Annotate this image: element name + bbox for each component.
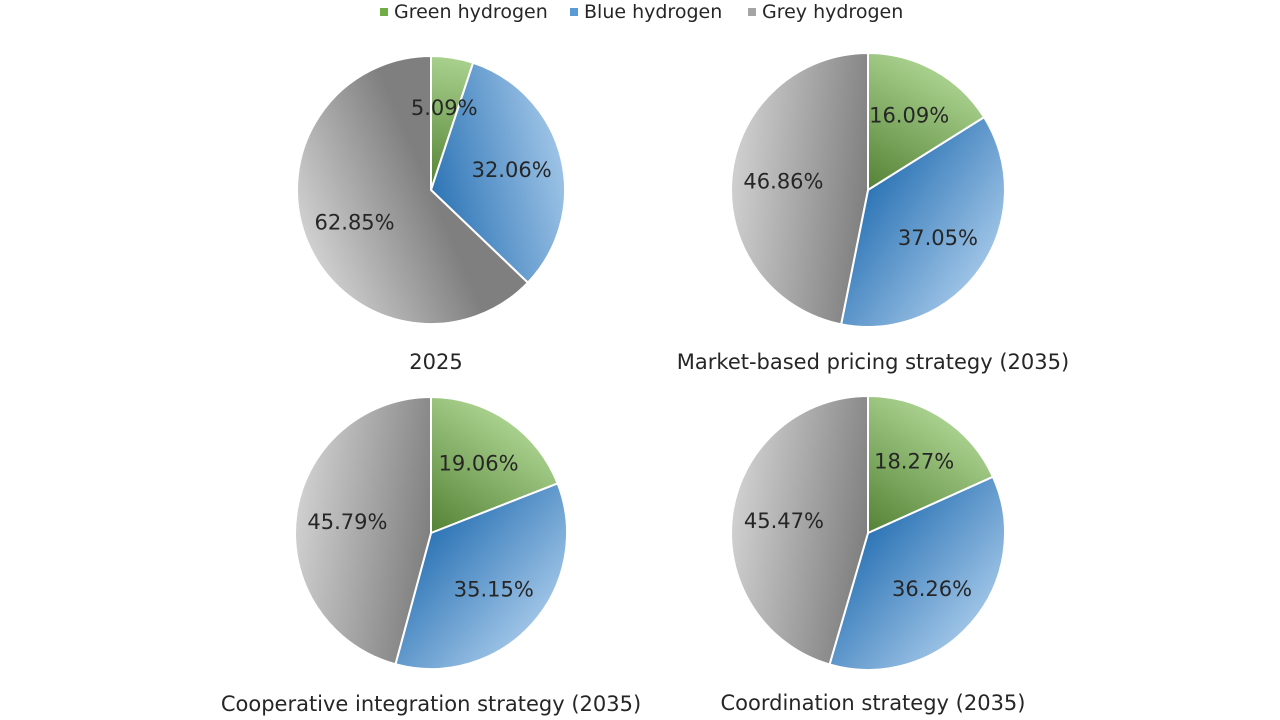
pie-slice-grey-hydrogen <box>294 395 432 666</box>
pie-slice-green-hydrogen <box>867 394 995 535</box>
pie-slice-blue-hydrogen <box>394 482 568 670</box>
chart-title-coordination: Coordination strategy (2035) <box>720 691 1026 715</box>
data-label-grey-hydrogen: 45.47% <box>744 509 824 533</box>
legend-swatch-green <box>380 8 388 16</box>
data-label-blue-hydrogen: 37.05% <box>898 226 978 250</box>
chart-legend: Green hydrogen Blue hydrogen Grey hydrog… <box>0 0 1280 26</box>
legend-item-green: Green hydrogen <box>380 0 548 24</box>
legend-item-blue: Blue hydrogen <box>570 0 722 24</box>
chart-title-2025: 2025 <box>409 350 463 374</box>
data-label-grey-hydrogen: 46.86% <box>743 170 823 194</box>
chart-title-market-based: Market-based pricing strategy (2035) <box>676 350 1070 374</box>
pie-slice-blue-hydrogen <box>839 115 1006 328</box>
pie-chart-market-based: 16.09% 37.05% 46.86% Market-based pricing … <box>677 51 1069 374</box>
pie-slice-blue-hydrogen <box>828 475 1006 671</box>
data-label-grey-hydrogen: 62.85% <box>315 211 395 235</box>
pie-chart-cooperative: 19.06% 35.15% 45.79% Cooperative integrati… <box>221 395 641 716</box>
legend-label-green: Green hydrogen <box>394 1 548 23</box>
legend-label-grey: Grey hydrogen <box>762 1 904 23</box>
data-label-green-hydrogen: 19.06% <box>438 451 518 475</box>
data-label-green-hydrogen: 18.27% <box>874 450 954 474</box>
legend-swatch-grey <box>748 8 756 16</box>
data-label-blue-hydrogen: 35.15% <box>454 577 534 601</box>
pie-chart-coordination-plot: 18.27% 36.26% 45.47% <box>730 394 1006 671</box>
legend-item-grey: Grey hydrogen <box>748 0 903 24</box>
pie-slice-blue-hydrogen <box>429 61 566 285</box>
data-label-blue-hydrogen: 32.06% <box>472 158 552 182</box>
pie-chart-2025: 5.09% 32.06% 62.85% 2025 <box>296 54 566 374</box>
data-label-blue-hydrogen: 36.26% <box>892 577 972 601</box>
pie-slice-green-hydrogen <box>867 51 986 192</box>
pie-slice-green-hydrogen <box>430 395 559 535</box>
chart-title-cooperative: Cooperative integration strategy (2035) <box>220 692 642 716</box>
data-label-green-hydrogen: 5.09% <box>411 96 478 120</box>
pie-chart-2025-plot: 5.09% 32.06% 62.85% <box>296 54 566 325</box>
pie-chart-coordination: 18.27% 36.26% 45.47% Coordination strategy… <box>721 394 1025 715</box>
pie-slice-grey-hydrogen <box>296 54 530 325</box>
pie-chart-market-based-plot: 16.09% 37.05% 46.86% <box>730 51 1006 328</box>
pie-chart-cooperative-plot: 19.06% 35.15% 45.79% <box>294 395 568 670</box>
pie-slice-grey-hydrogen <box>730 394 869 666</box>
legend-swatch-blue <box>570 8 578 16</box>
legend-label-blue: Blue hydrogen <box>584 1 723 23</box>
data-label-grey-hydrogen: 45.79% <box>307 510 387 534</box>
pie-slice-grey-hydrogen <box>730 51 869 326</box>
data-label-green-hydrogen: 16.09% <box>869 104 949 128</box>
